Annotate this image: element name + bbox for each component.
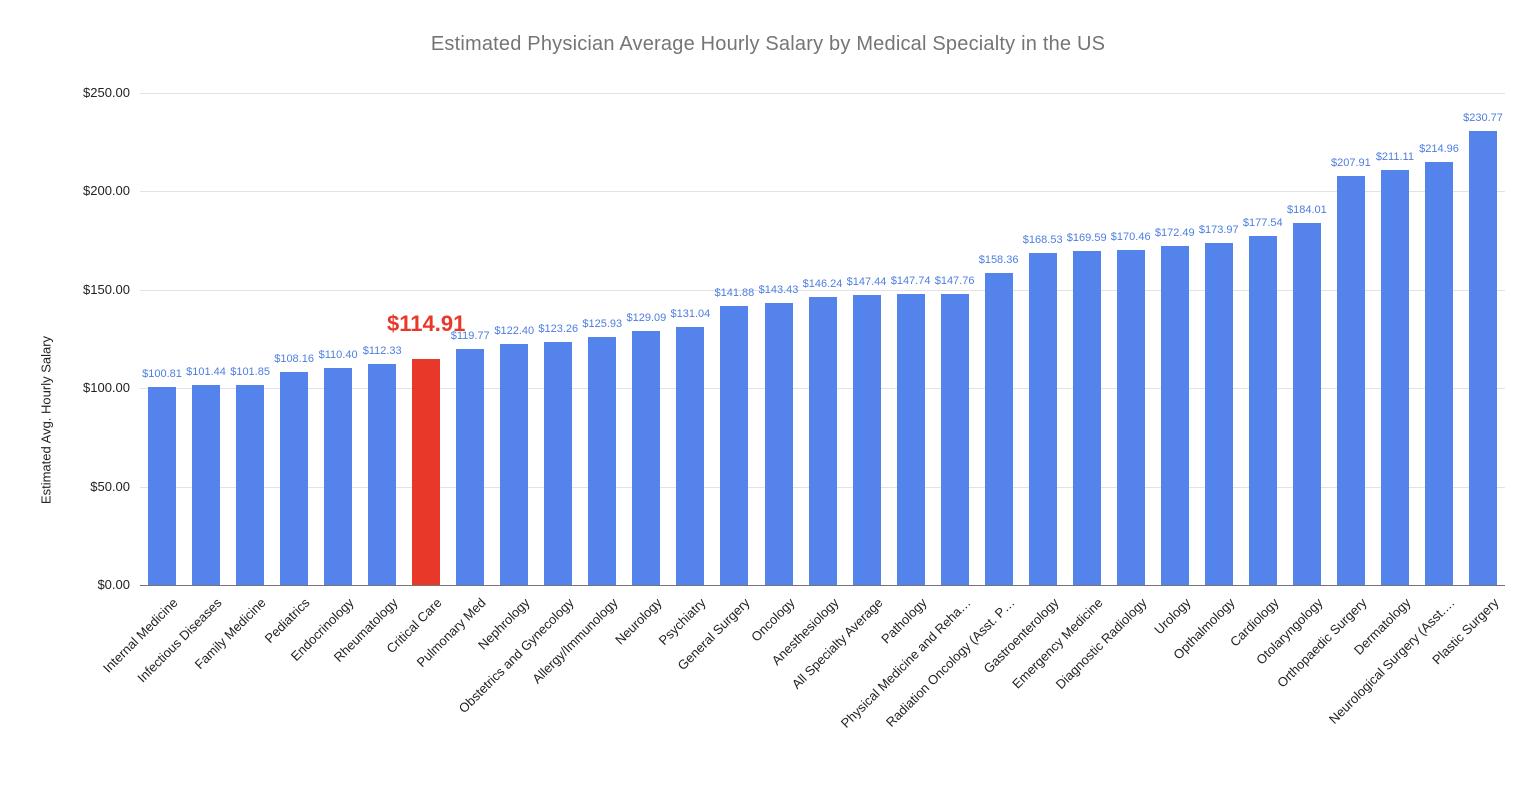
- bar-plastic-surgery[interactable]: [1469, 130, 1497, 585]
- bar-pulmonary-med[interactable]: [456, 349, 485, 585]
- bar-radiation-oncology-asst-p[interactable]: [984, 273, 1013, 585]
- bar-value-label: $129.09: [626, 312, 667, 324]
- bar-opthalmology[interactable]: [1204, 242, 1233, 585]
- bar-infectious-diseases[interactable]: [192, 385, 220, 585]
- bar-value-label: $100.81: [142, 367, 182, 380]
- highlight-value-label: $114.91: [387, 310, 466, 336]
- y-axis-tick-label: $100.00: [83, 380, 130, 396]
- chart-title: Estimated Physician Average Hourly Salar…: [430, 33, 1106, 55]
- bar-value-label: $184.01: [1287, 203, 1327, 216]
- gridline: [140, 191, 1505, 193]
- bar-internal-medicine[interactable]: [148, 386, 176, 585]
- gridline: [140, 289, 1505, 291]
- bar-otolaryngology[interactable]: [1292, 222, 1321, 585]
- bar-nephrology[interactable]: [500, 344, 529, 585]
- bar-value-label: $131.04: [670, 308, 711, 321]
- bar-value-label: $177.54: [1242, 216, 1283, 229]
- y-axis-tick-label: $50.00: [90, 478, 130, 494]
- bar-dermatology[interactable]: [1380, 169, 1409, 585]
- bar-value-label: $170.46: [1110, 230, 1151, 243]
- bar-diagnostic-radiology[interactable]: [1116, 249, 1145, 585]
- bar-value-label: $101.44: [186, 366, 226, 379]
- y-axis-tick-label: $250.00: [83, 85, 130, 100]
- bar-value-label: $207.91: [1331, 156, 1371, 169]
- bar-value-label: $101.85: [230, 365, 270, 378]
- bar-psychiatry[interactable]: [676, 327, 705, 585]
- bar-pathology[interactable]: [896, 294, 925, 585]
- bar-urology[interactable]: [1160, 245, 1189, 585]
- bar-critical-care[interactable]: [412, 358, 441, 585]
- bar-value-label: $147.44: [846, 275, 887, 288]
- bar-value-label: $147.74: [890, 275, 931, 288]
- bar-value-label: $123.26: [538, 323, 579, 336]
- y-axis-tick-label: $150.00: [83, 281, 130, 297]
- bar-value-label: $122.40: [494, 325, 535, 338]
- bar-gastroenterology[interactable]: [1028, 253, 1057, 585]
- bar-allergy-immunology[interactable]: [588, 337, 617, 585]
- y-axis-tick-label: $200.00: [83, 183, 130, 199]
- bar-rheumatology[interactable]: [368, 363, 397, 585]
- bar-value-label: $147.76: [934, 275, 975, 288]
- bar-value-label: $112.33: [362, 344, 402, 357]
- gridline: [140, 93, 1505, 94]
- bar-physical-medicine-and-reha[interactable]: [940, 294, 969, 585]
- bar-value-label: $108.16: [274, 353, 314, 366]
- bar-family-medicine[interactable]: [236, 384, 265, 585]
- bar-value-label: $141.88: [714, 286, 755, 299]
- bar-value-label: $230.77: [1463, 111, 1503, 124]
- bar-pediatrics[interactable]: [280, 372, 309, 585]
- bar-value-label: $211.11: [1375, 150, 1414, 163]
- bar-value-label: $110.40: [318, 348, 358, 361]
- bar-value-label: $143.43: [758, 283, 799, 296]
- bar-endocrinology[interactable]: [324, 367, 353, 585]
- bar-obstetrics-and-gynecology[interactable]: [544, 342, 573, 585]
- bar-orthopaedic-surgery[interactable]: [1336, 175, 1365, 585]
- bar-oncology[interactable]: [764, 302, 793, 585]
- bar-emergency-medicine[interactable]: [1072, 251, 1101, 585]
- bar-anesthesiology[interactable]: [808, 297, 837, 585]
- bar-value-label: $125.93: [582, 318, 623, 331]
- bar-general-surgery[interactable]: [720, 305, 749, 585]
- bar-value-label: $173.97: [1198, 223, 1239, 236]
- bar-value-label: $158.36: [978, 254, 1019, 267]
- bar-all-specialty-average[interactable]: [852, 294, 881, 585]
- bar-value-label: $168.53: [1022, 234, 1063, 247]
- bar-value-label: $119.77: [450, 330, 490, 343]
- bar-cardiology[interactable]: [1248, 235, 1277, 585]
- bar-value-label: $172.49: [1154, 226, 1195, 239]
- bar-value-label: $146.24: [802, 278, 843, 291]
- bar-value-label: $214.96: [1419, 143, 1459, 155]
- y-axis-tick-label: $0.00: [97, 577, 130, 592]
- bar-neurological-surgery-asst[interactable]: [1425, 162, 1453, 585]
- bar-neurology[interactable]: [632, 331, 661, 585]
- bar-value-label: $169.59: [1066, 232, 1107, 245]
- x-axis-baseline: [140, 585, 1505, 586]
